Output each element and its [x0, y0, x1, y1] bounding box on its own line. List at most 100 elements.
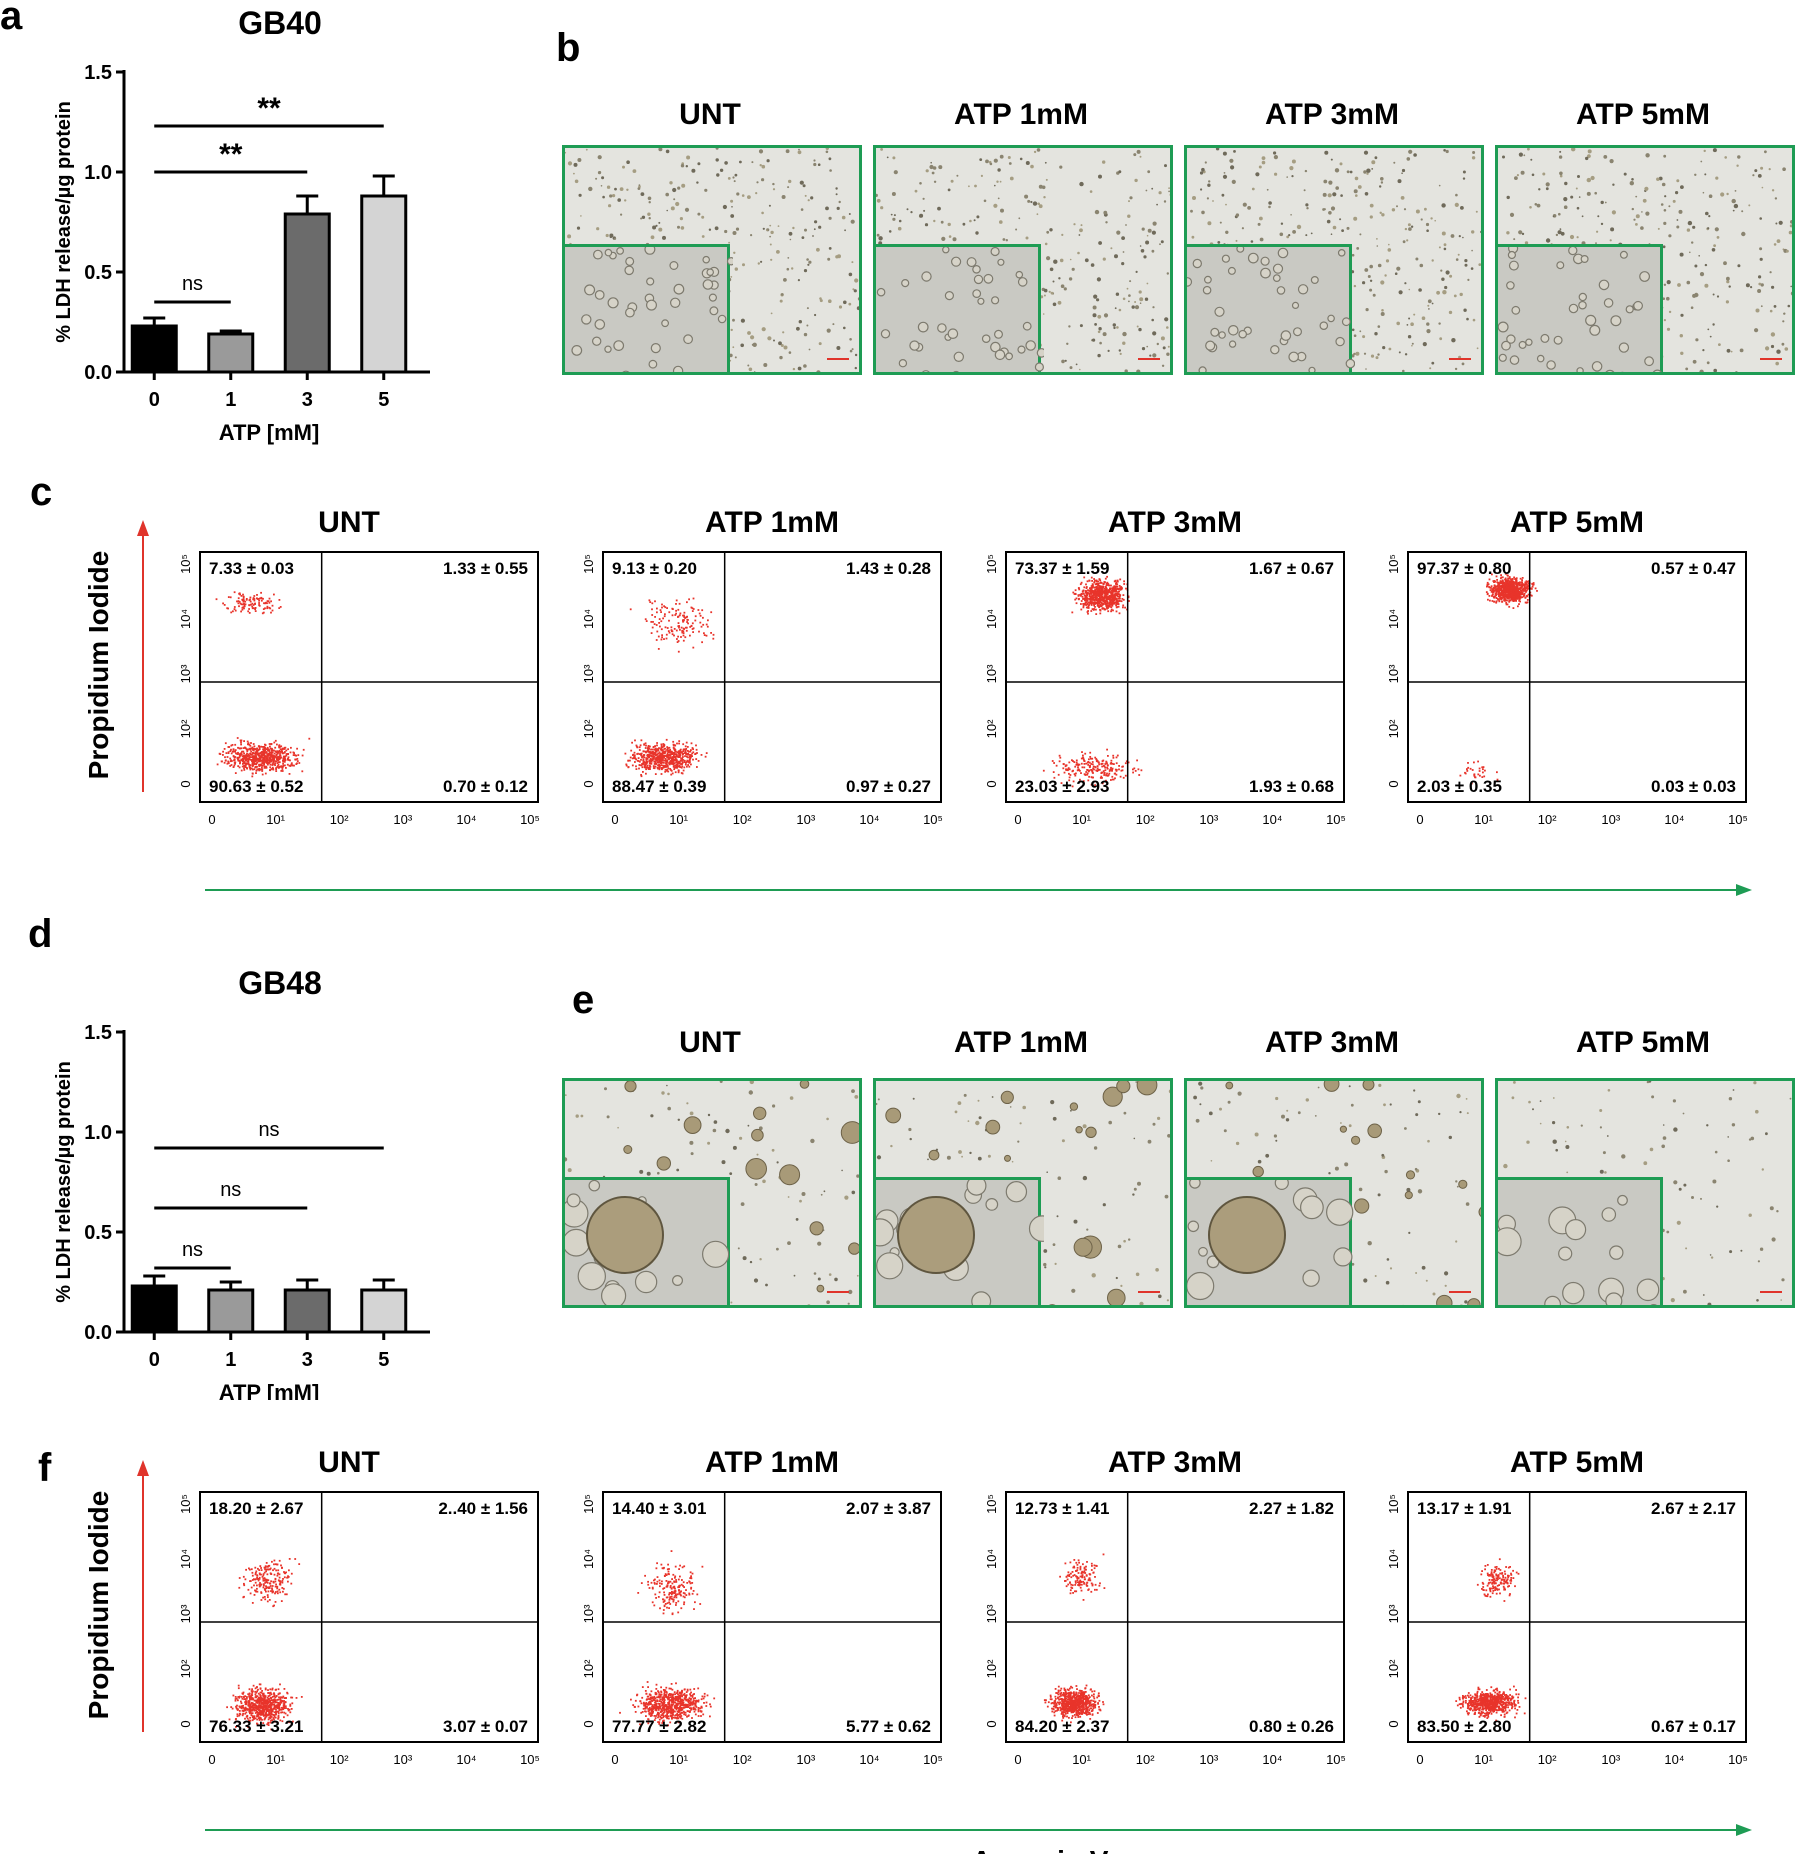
event-dot [1497, 589, 1500, 592]
flow-plot-frame [1407, 551, 1747, 803]
event-dot [640, 739, 643, 742]
event-dot [624, 752, 627, 755]
event-dot [643, 754, 646, 756]
event-dot [664, 750, 667, 753]
event-dot [226, 762, 229, 765]
event-dot [240, 1700, 242, 1703]
event-dot [276, 1590, 279, 1593]
event-dot [633, 751, 636, 754]
event-dot [677, 615, 680, 618]
event-dot [1093, 608, 1095, 610]
event-dot [279, 1580, 281, 1582]
event-dot [651, 608, 653, 611]
panel-label-d: d [28, 912, 53, 956]
event-dot [686, 753, 689, 756]
event-dot [246, 1714, 249, 1717]
event-dot [243, 752, 245, 755]
flow-plot-title: UNT [318, 1446, 380, 1479]
quadrant-ul: 18.20 ± 2.67 [209, 1499, 303, 1518]
event-dot [256, 1576, 258, 1579]
event-dot [682, 743, 685, 746]
event-dot [238, 601, 241, 603]
event-dot [1521, 592, 1524, 594]
event-dot [680, 1693, 683, 1695]
event-dot [259, 1573, 261, 1576]
event-dot [647, 1703, 650, 1706]
event-dot [1511, 578, 1513, 580]
event-dot [222, 754, 224, 756]
y-tick-label: 10³ [178, 664, 193, 683]
event-dot [1514, 578, 1516, 580]
event-dot [295, 1697, 298, 1699]
event-dot [677, 1717, 680, 1720]
event-dot [678, 1721, 681, 1723]
event-dot [688, 761, 690, 763]
event-dot [1110, 762, 1113, 764]
event-dot [1511, 584, 1514, 587]
event-dot [1082, 589, 1085, 592]
event-dot [1508, 576, 1511, 578]
event-dot [258, 756, 261, 759]
event-dot [1107, 610, 1110, 613]
event-dot [1091, 757, 1094, 760]
event-dot [1083, 586, 1086, 589]
event-dot [659, 625, 661, 628]
event-dot [266, 600, 269, 602]
event-dot [705, 1705, 708, 1707]
y-tick-label: 0 [1386, 780, 1401, 787]
event-dot [254, 1699, 257, 1702]
event-dot [1090, 763, 1093, 765]
event-dot [667, 767, 670, 770]
event-dot [710, 611, 713, 614]
event-dot [1519, 577, 1522, 580]
event-dot [1106, 575, 1108, 578]
event-dot [248, 763, 250, 766]
event-dot [267, 1590, 270, 1593]
event-dot [697, 1710, 700, 1713]
event-dot [271, 1710, 274, 1712]
event-dot [270, 611, 272, 614]
event-dot [664, 758, 667, 760]
event-dot [265, 1587, 267, 1590]
event-dot [283, 746, 286, 749]
y-tick-label: 0.0 [84, 362, 112, 384]
event-dot [1122, 604, 1125, 607]
event-dot [273, 1559, 276, 1562]
micrograph-image [873, 1078, 1173, 1308]
event-dot [1079, 593, 1081, 596]
event-dot [679, 1713, 682, 1716]
event-dot [240, 741, 242, 744]
event-dot [657, 1690, 659, 1692]
event-dot [1520, 585, 1523, 588]
event-dot [686, 601, 688, 604]
event-dot [1495, 596, 1498, 599]
flow-panel-c: Propidium IodideAnnexin VUNT7.33 ± 0.031… [83, 506, 1752, 896]
event-dot [258, 769, 261, 772]
event-dot [706, 625, 709, 628]
event-dot [1106, 762, 1108, 765]
event-dot [275, 1569, 278, 1572]
event-dot [1114, 593, 1117, 595]
event-dot [1091, 763, 1094, 766]
micrograph-inset [1498, 1177, 1663, 1305]
event-dot [1509, 585, 1512, 587]
event-dot [691, 1694, 693, 1697]
event-dot [689, 1699, 692, 1701]
event-dot [1496, 771, 1498, 774]
event-dot [266, 1696, 269, 1699]
x-tick-label: 10⁵ [923, 812, 943, 827]
event-dot [1082, 592, 1085, 595]
event-dot [283, 1707, 286, 1709]
event-dot [666, 752, 669, 755]
event-dot [676, 766, 679, 768]
event-dot [658, 1703, 661, 1705]
event-dot [259, 1695, 262, 1698]
event-dot [244, 1578, 247, 1581]
event-dot [253, 1715, 256, 1718]
event-dot [685, 753, 687, 756]
event-dot [1110, 594, 1112, 597]
event-dot [272, 1699, 274, 1702]
x-tick-label: 0 [149, 1349, 160, 1371]
event-dot [705, 623, 708, 626]
